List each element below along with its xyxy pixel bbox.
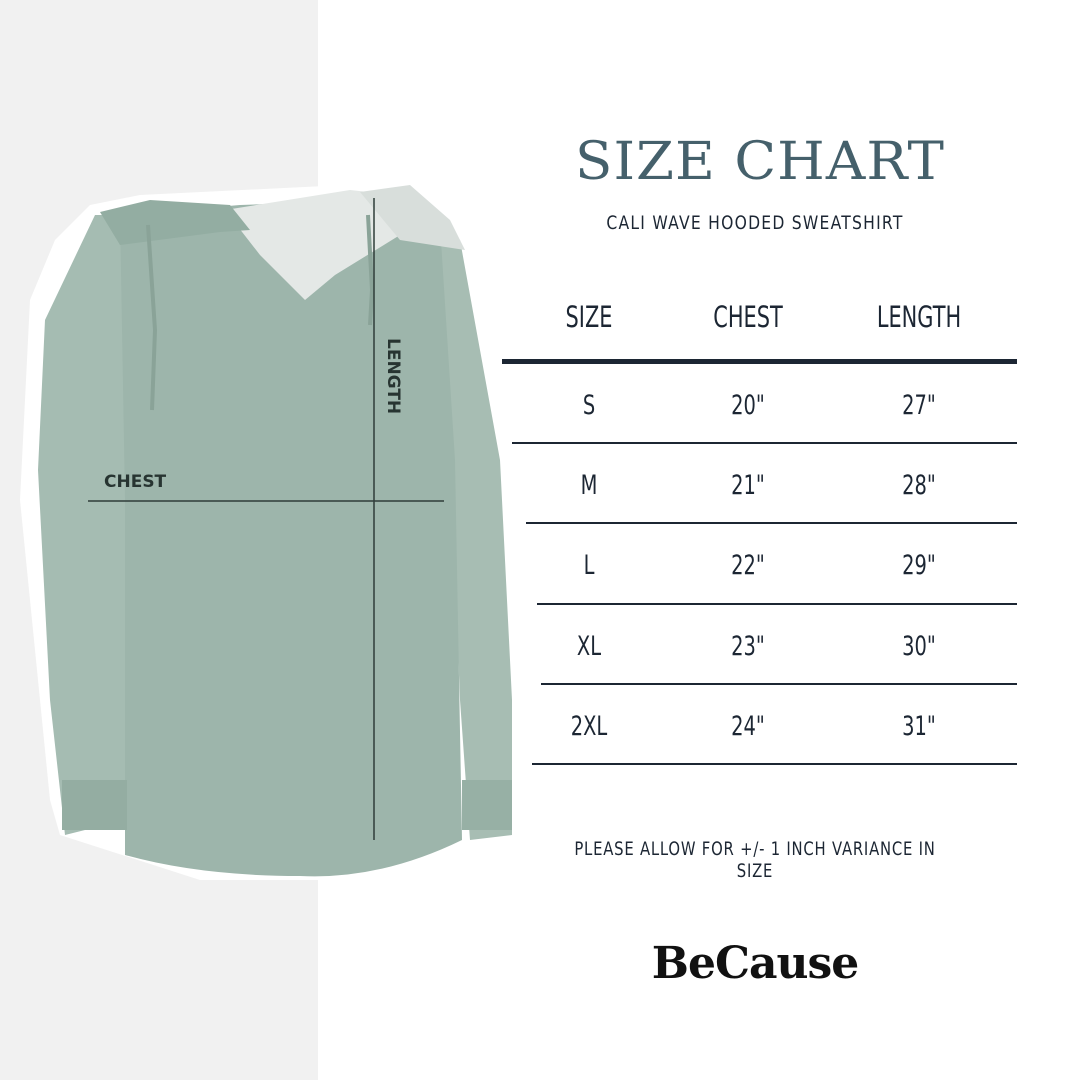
drawstring-left <box>146 224 158 411</box>
hood-side-right <box>360 185 465 250</box>
right-cuff <box>462 780 512 830</box>
size-cell: L <box>583 550 595 581</box>
body <box>120 200 462 877</box>
length-label: LENGTH <box>383 338 403 415</box>
drawstring-right <box>366 214 375 326</box>
length-cell: 31" <box>902 711 936 742</box>
chest-cell: 23" <box>731 631 765 662</box>
row-divider <box>526 522 1017 524</box>
product-name: CALI WAVE HOODED SWEATSHIRT <box>606 212 904 234</box>
row-divider <box>537 603 1017 605</box>
size-cell: S <box>582 390 596 421</box>
row-divider <box>512 442 1017 444</box>
page-title: SIZE CHART <box>574 132 946 192</box>
length-cell: 28" <box>902 470 936 501</box>
left-cuff <box>62 780 127 830</box>
length-cell: 27" <box>902 390 936 421</box>
variance-note: PLEASE ALLOW FOR +/- 1 INCH VARIANCE IN … <box>574 838 936 882</box>
chest-cell: 22" <box>731 550 765 581</box>
left-sleeve <box>38 215 140 835</box>
size-cell: M <box>580 470 598 501</box>
chest-cell: 24" <box>731 711 765 742</box>
size-cell: XL <box>576 631 602 662</box>
column-header-chest: CHEST <box>713 300 783 334</box>
header-divider <box>502 359 1017 364</box>
size-cell: 2XL <box>570 711 608 742</box>
column-header-size: SIZE <box>565 300 613 334</box>
hood-lining <box>225 190 400 300</box>
hood-side <box>100 200 250 245</box>
length-cell: 30" <box>902 631 936 662</box>
chest-cell: 21" <box>731 470 765 501</box>
column-header-length: LENGTH <box>876 300 962 334</box>
row-divider <box>532 763 1017 765</box>
length-cell: 29" <box>902 550 936 581</box>
chest-label: CHEST <box>104 472 167 492</box>
brand-logo: BeCause <box>651 938 859 989</box>
row-divider <box>541 683 1017 685</box>
hoodie-illustration <box>20 182 535 880</box>
chest-cell: 20" <box>731 390 765 421</box>
